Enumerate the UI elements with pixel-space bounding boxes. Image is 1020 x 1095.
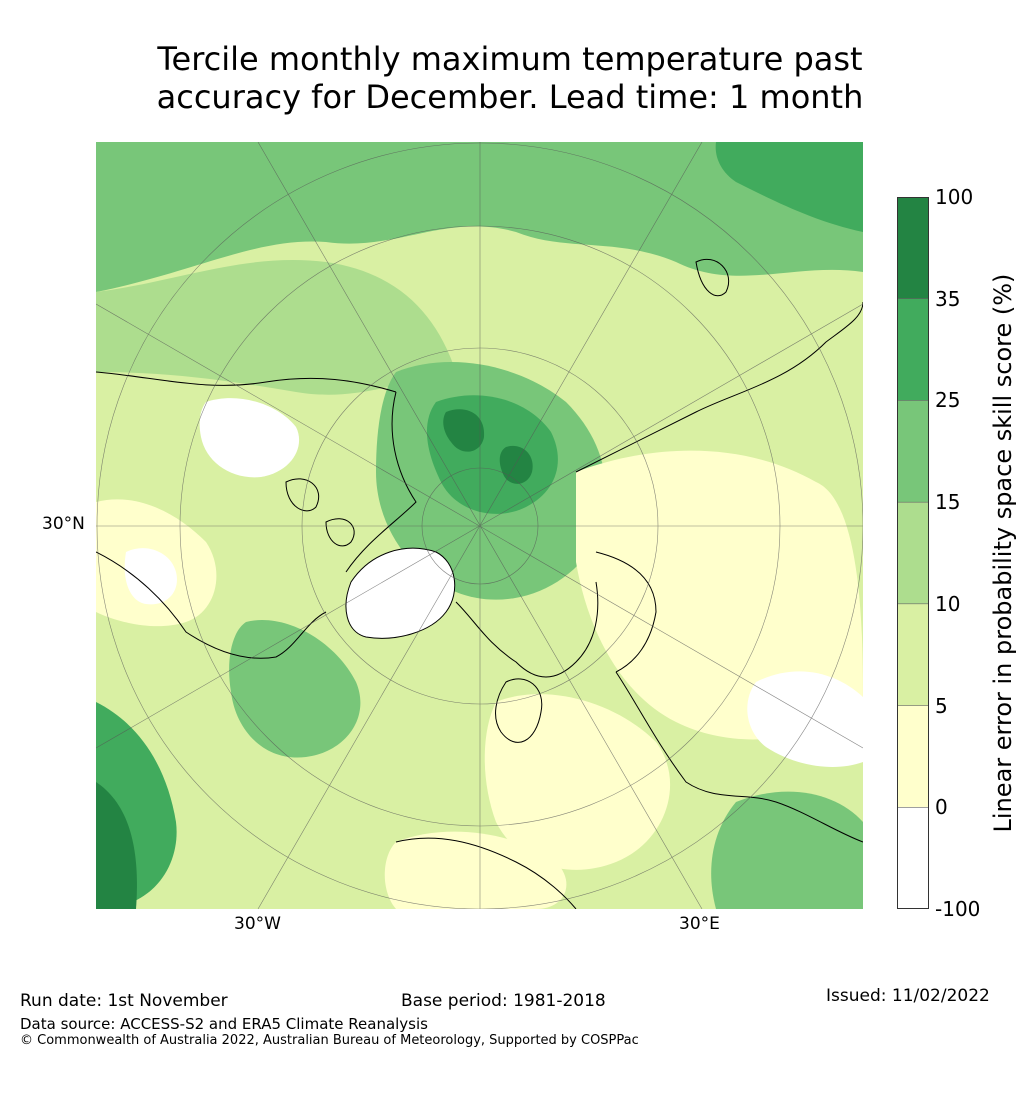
region-africa-pale bbox=[384, 831, 567, 909]
colorbar-band-4 bbox=[897, 603, 929, 706]
colorbar-tick-label: 10 bbox=[935, 591, 961, 616]
map-title: Tercile monthly maximum temperature past… bbox=[0, 40, 1020, 116]
colorbar-band-3 bbox=[897, 502, 929, 604]
colorbar bbox=[897, 197, 929, 909]
polar-skill-map bbox=[96, 142, 863, 909]
colorbar-tick-label: 35 bbox=[935, 286, 961, 311]
colorbar-frame bbox=[897, 197, 929, 909]
region-north-pacific-deep bbox=[715, 142, 863, 232]
title-line-2: accuracy for December. Lead time: 1 mont… bbox=[156, 78, 864, 116]
title-line-1: Tercile monthly maximum temperature past bbox=[157, 40, 863, 78]
region-na-south-white bbox=[124, 548, 177, 605]
region-pacific-north bbox=[96, 142, 863, 292]
region-asia-white bbox=[747, 671, 863, 767]
colorbar-band-1 bbox=[897, 298, 929, 401]
colorbar-band-0 bbox=[897, 197, 929, 299]
colorbar-tick-label: 15 bbox=[935, 490, 961, 515]
colorbar-bands bbox=[897, 197, 929, 909]
region-siberia-peak bbox=[499, 445, 533, 484]
lon-label-30e: 30°E bbox=[679, 914, 720, 934]
colorbar-tick-label: -100 bbox=[935, 897, 981, 921]
region-canada-white bbox=[199, 398, 300, 478]
coastlines bbox=[96, 258, 863, 909]
colorbar-band-2 bbox=[897, 400, 929, 503]
lat-label-30n: 30°N bbox=[42, 514, 85, 534]
lon-label-30w: 30°W bbox=[234, 914, 281, 934]
colorbar-tick-label: 25 bbox=[935, 388, 961, 413]
issued-date: Issued: 11/02/2022 bbox=[826, 986, 990, 1006]
region-indian-green bbox=[711, 791, 863, 909]
graticule bbox=[96, 142, 863, 909]
data-source: Data source: ACCESS-S2 and ERA5 Climate … bbox=[20, 1015, 428, 1033]
region-eurasia-pale bbox=[576, 450, 863, 740]
region-europe-pale bbox=[484, 694, 671, 870]
copyright: © Commonwealth of Australia 2022, Austra… bbox=[20, 1033, 639, 1048]
base-period: Base period: 1981-2018 bbox=[401, 991, 606, 1011]
region-east-pacific-deep bbox=[96, 782, 137, 909]
colorbar-title: Linear error in probability space skill … bbox=[989, 273, 1017, 833]
region-atlantic-green bbox=[229, 620, 361, 758]
colorbar-tick-label: 5 bbox=[935, 693, 948, 718]
region-north-america-green bbox=[96, 259, 456, 395]
colorbar-tick-label: 0 bbox=[935, 795, 948, 820]
region-arctic-peak bbox=[443, 409, 485, 452]
map-canvas bbox=[96, 142, 863, 909]
colorbar-tick-label: 100 bbox=[935, 185, 974, 209]
run-date: Run date: 1st November bbox=[20, 991, 228, 1011]
colorbar-band-6 bbox=[897, 807, 929, 909]
colorbar-band-5 bbox=[897, 705, 929, 808]
